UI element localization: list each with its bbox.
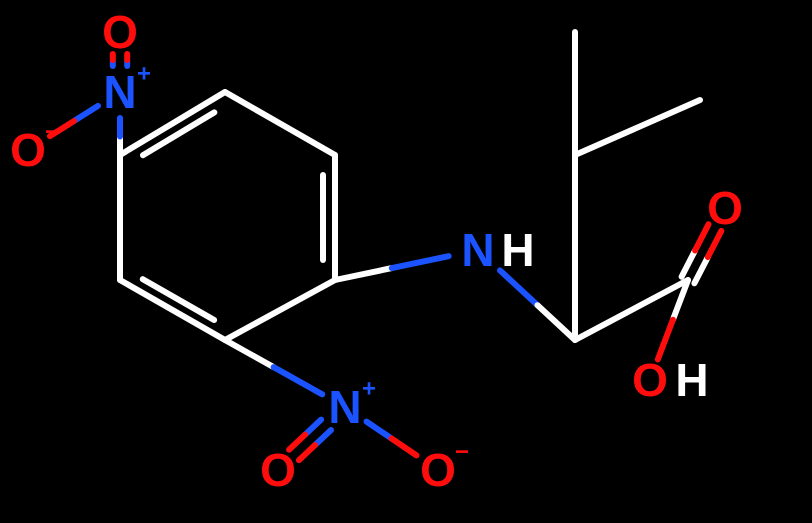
o-atom: O: [260, 444, 296, 496]
charge-superscript: +: [137, 61, 151, 88]
n-atom: N: [103, 66, 136, 118]
o-atom: O: [420, 444, 456, 496]
o-atom: O: [10, 124, 46, 176]
o-atom: O: [102, 6, 138, 58]
o-atom: O: [632, 354, 668, 406]
h-atom: H: [675, 354, 708, 406]
charge-superscript: −: [455, 439, 469, 466]
molecule-diagram: N+OO−N+OO−NHOOH: [0, 0, 812, 523]
charge-superscript: +: [362, 376, 376, 403]
n-atom: N: [461, 224, 494, 276]
charge-superscript: −: [45, 119, 59, 146]
n-atom: N: [328, 381, 361, 433]
h-atom: H: [501, 224, 534, 276]
o-atom: O: [707, 182, 743, 234]
